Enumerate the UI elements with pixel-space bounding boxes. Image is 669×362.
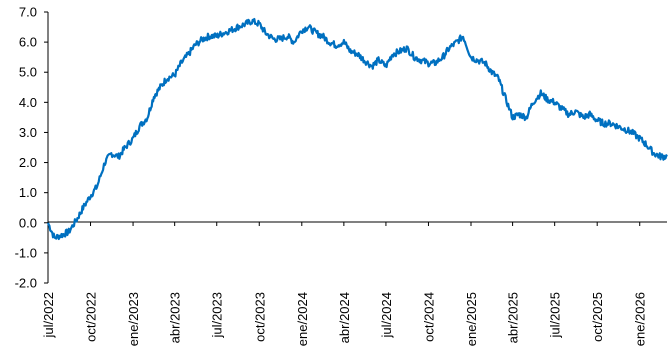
x-tick-label: jul/2024 [379, 292, 394, 339]
x-tick-label: oct/2023 [252, 292, 267, 342]
y-tick-label: -2.0 [15, 276, 37, 291]
y-tick-label: 2.0 [19, 155, 37, 170]
y-tick-label: -1.0 [15, 245, 37, 260]
y-tick-label: 1.0 [19, 185, 37, 200]
y-tick-label: 3.0 [19, 125, 37, 140]
y-tick-label: 0.0 [19, 215, 37, 230]
series-line [46, 17, 668, 241]
x-tick-label: oct/2024 [421, 292, 436, 342]
y-axis-tick-labels: 7.0 6.0 5.0 4.0 3.0 2.0 1.0 0.0 -1.0 -2.0 [15, 5, 37, 291]
x-tick-label: ene/2025 [464, 292, 479, 346]
x-tick-label: oct/2025 [590, 292, 605, 342]
x-tick-label: ene/2023 [126, 292, 141, 346]
y-tick-label: 6.0 [19, 35, 37, 50]
y-tick-label: 5.0 [19, 65, 37, 80]
x-tick-label: jul/2022 [41, 292, 56, 339]
x-tick-label: ene/2024 [295, 292, 310, 346]
y-axis-ticks [44, 11, 48, 284]
x-tick-label: jul/2025 [548, 292, 563, 339]
x-axis-ticks [47, 222, 641, 226]
x-tick-label: abr/2025 [506, 292, 521, 343]
x-axis-tick-labels: jul/2022 oct/2022 ene/2023 abr/2023 jul/2023… [41, 292, 648, 346]
x-tick-label: oct/2022 [84, 292, 99, 342]
y-tick-label: 7.0 [19, 5, 37, 20]
x-tick-label: ene/2026 [633, 292, 648, 346]
x-tick-label: abr/2024 [337, 292, 352, 343]
x-tick-label: jul/2023 [210, 292, 225, 339]
x-tick-label: abr/2023 [168, 292, 183, 343]
y-tick-label: 4.0 [19, 95, 37, 110]
